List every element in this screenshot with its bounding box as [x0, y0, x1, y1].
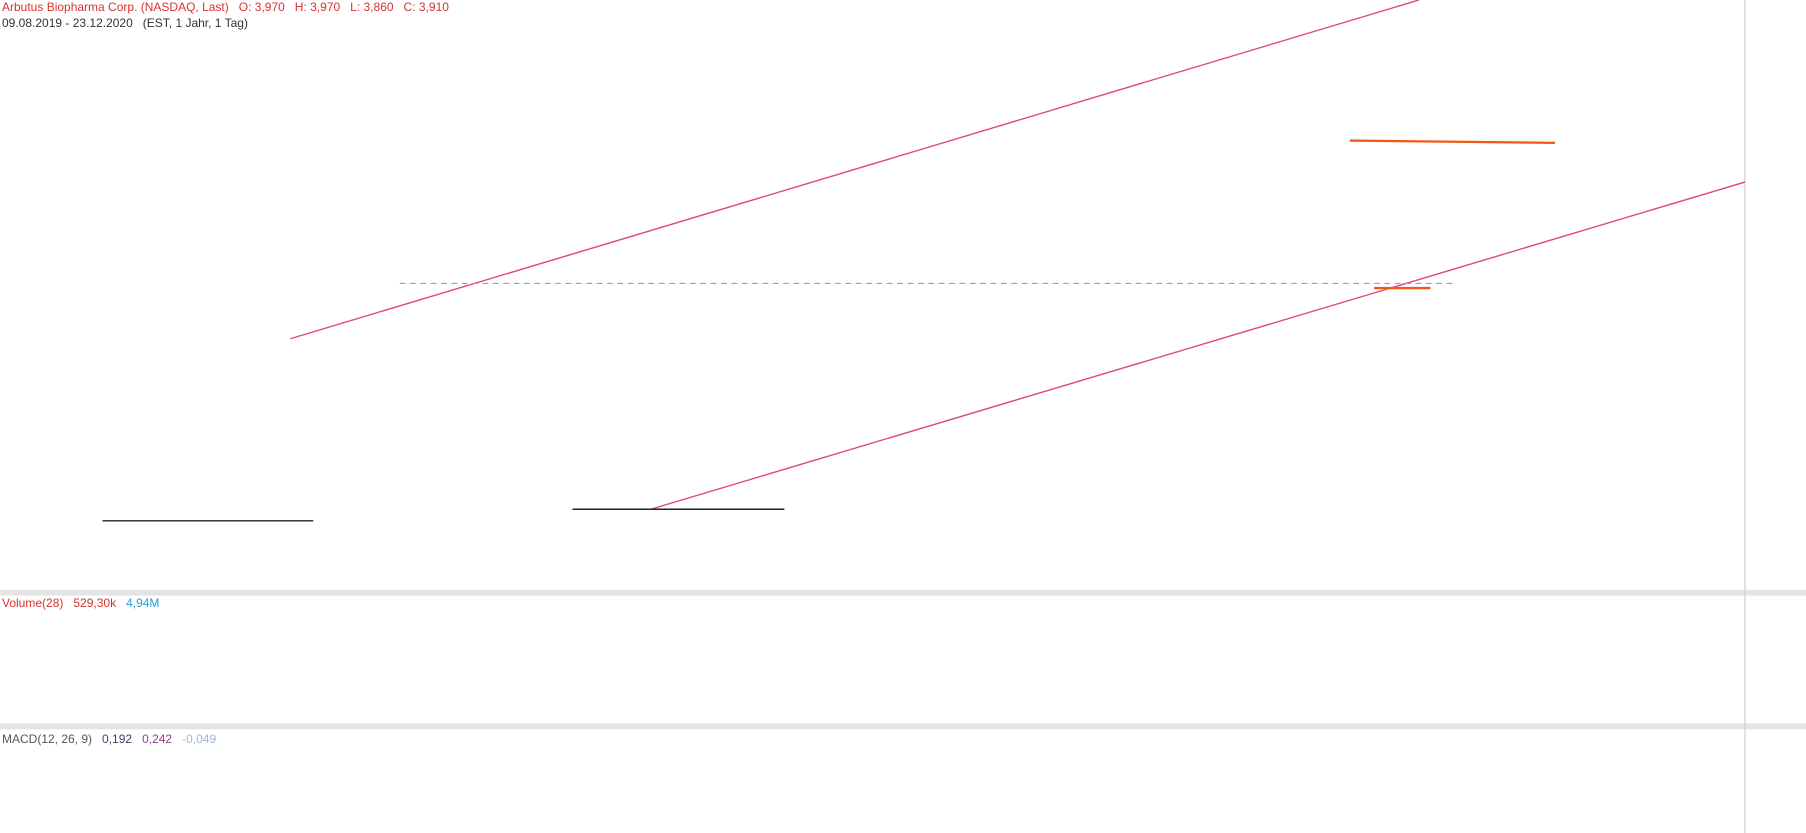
trend-line [290, 0, 1420, 340]
indicator-title: Volume(28) [2, 596, 64, 610]
chart-info: (EST, 1 Jahr, 1 Tag) [142, 16, 248, 30]
trend-line [650, 181, 1746, 510]
ohlc: L: 3,860 [350, 0, 394, 14]
pane-separator [0, 723, 1806, 730]
ohlc: O: 3,970 [238, 0, 285, 14]
ohlc: H: 3,970 [294, 0, 341, 14]
chart-title: Arbutus Biopharma Corp. (NASDAQ, Last) [2, 0, 229, 14]
drawings [102, 0, 1746, 522]
ohlc: C: 3,910 [403, 0, 449, 14]
indicator-title: MACD(12, 26, 9) [2, 732, 93, 746]
macd-header: MACD(12, 26, 9) 0,192 0,242 -0,049 [2, 732, 216, 746]
readout: 0,192 [102, 732, 133, 746]
target-line [1349, 139, 1555, 145]
readout: 4,94M [126, 596, 160, 610]
readout: -0,049 [182, 732, 217, 746]
header-row: Arbutus Biopharma Corp. (NASDAQ, Last) O… [2, 0, 449, 14]
date-range: 09.08.2019 - 23.12.2020 [2, 16, 133, 30]
header-row: 09.08.2019 - 23.12.2020 (EST, 1 Jahr, 1 … [2, 16, 248, 30]
volume-header: Volume(28) 529,30k 4,94M [2, 596, 159, 610]
readout: 0,242 [142, 732, 173, 746]
pane-separator [0, 589, 1806, 596]
readout: 529,30k [73, 596, 117, 610]
